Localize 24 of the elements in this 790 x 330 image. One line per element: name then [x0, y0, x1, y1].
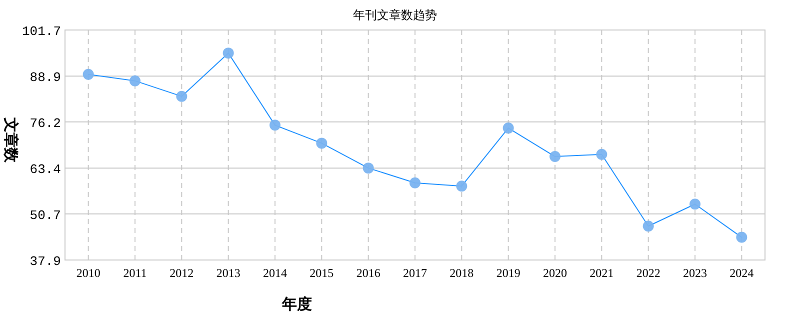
y-tick-label: 50.7	[30, 208, 61, 223]
y-axis-title: 文章数	[2, 116, 20, 164]
y-tick-label: 88.9	[30, 70, 61, 86]
x-tick-label: 2012	[170, 266, 194, 280]
x-tick-label: 2020	[543, 266, 567, 280]
x-tick-label: 2022	[636, 266, 660, 280]
chart-title: 年刊文章数趋势	[353, 8, 437, 22]
x-tick-label: 2023	[683, 266, 707, 280]
x-tick-label: 2014	[263, 266, 287, 280]
x-tick-label: 2013	[216, 266, 240, 280]
x-tick-label: 2024	[730, 266, 754, 280]
x-tick-label: 2017	[403, 266, 427, 280]
x-tick-label: 2018	[450, 266, 474, 280]
x-axis-title: 年度	[281, 295, 312, 313]
y-tick-label: 63.4	[30, 162, 62, 178]
x-tick-label: 2019	[496, 266, 520, 280]
y-tick-label: 101.7	[22, 24, 61, 39]
x-tick-label: 2010	[76, 266, 100, 280]
y-tick-label: 76.2	[30, 116, 61, 131]
x-tick-label: 2011	[123, 266, 147, 280]
x-tick-label: 2015	[310, 266, 334, 280]
x-tick-label: 2021	[590, 266, 614, 280]
x-tick-label: 2016	[356, 266, 380, 280]
y-tick-label: 37.9	[30, 254, 61, 269]
